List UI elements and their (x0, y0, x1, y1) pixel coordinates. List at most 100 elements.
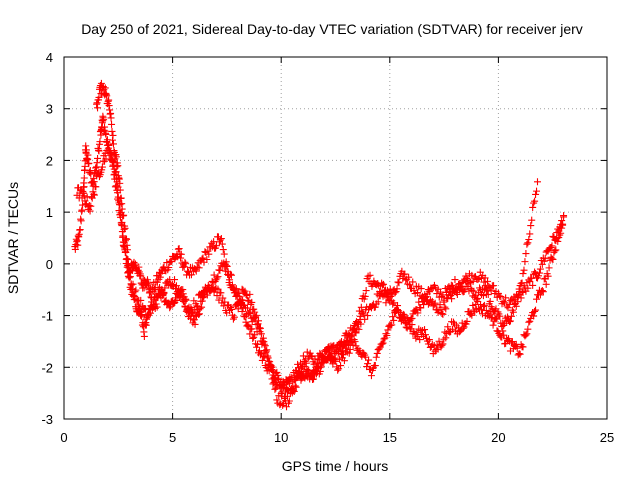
data-point (384, 326, 392, 334)
data-point (469, 301, 477, 309)
data-point (474, 298, 482, 306)
data-point (399, 274, 407, 282)
data-point (337, 362, 345, 370)
data-point (346, 346, 354, 354)
data-point (111, 175, 119, 183)
data-point (90, 178, 98, 186)
data-point (491, 314, 499, 322)
data-point (433, 290, 441, 298)
data-point (283, 403, 291, 411)
data-point (513, 293, 521, 301)
data-point (395, 279, 403, 287)
data-point (289, 386, 297, 394)
data-point (544, 272, 552, 280)
data-point (336, 355, 344, 363)
data-point (268, 375, 276, 383)
data-point (383, 331, 391, 339)
data-point (258, 356, 266, 364)
data-point (113, 186, 121, 194)
data-point (171, 276, 179, 284)
data-point (205, 250, 213, 258)
data-point (177, 254, 185, 262)
x-tick-label: 20 (491, 430, 505, 445)
data-point (394, 308, 402, 316)
data-point (418, 294, 426, 302)
data-point (118, 205, 126, 213)
data-point (234, 305, 242, 313)
data-point (112, 182, 120, 190)
y-tick-label: -3 (41, 412, 53, 427)
data-point (524, 239, 532, 247)
data-point (486, 308, 494, 316)
data-point (82, 146, 90, 154)
data-point (390, 316, 398, 324)
data-point (274, 371, 282, 379)
data-point (249, 335, 257, 343)
data-point (267, 361, 275, 369)
data-point (177, 250, 185, 258)
data-point (202, 288, 210, 296)
data-point (264, 354, 272, 362)
data-point (260, 340, 268, 348)
data-point (520, 266, 528, 274)
data-point (393, 285, 401, 293)
data-point (488, 313, 496, 321)
data-point (158, 285, 166, 293)
data-point (237, 296, 245, 304)
data-point (201, 248, 209, 256)
data-point (246, 290, 254, 298)
data-point (160, 289, 168, 297)
data-point (175, 245, 183, 253)
data-point (231, 289, 239, 297)
data-point (531, 197, 539, 205)
data-point (512, 302, 520, 310)
data-point (374, 298, 382, 306)
data-point (180, 263, 188, 271)
data-point (533, 178, 541, 186)
data-point (232, 301, 240, 309)
data-point (552, 246, 560, 254)
data-point (109, 161, 117, 169)
data-point (531, 307, 539, 315)
data-point (111, 183, 119, 191)
data-point (308, 373, 316, 381)
data-point (131, 288, 139, 296)
data-point (490, 282, 498, 290)
data-point (116, 179, 124, 187)
data-point (532, 306, 540, 314)
data-point (109, 131, 117, 139)
data-point (221, 298, 229, 306)
data-point (172, 282, 180, 290)
data-point (422, 293, 430, 301)
data-point (218, 240, 226, 248)
data-point (417, 304, 425, 312)
data-point (345, 349, 353, 357)
data-point (487, 286, 495, 294)
data-point (161, 284, 169, 292)
data-point (545, 264, 553, 272)
data-point (174, 291, 182, 299)
y-tick-label: 1 (46, 205, 53, 220)
data-point (364, 360, 372, 368)
data-point (198, 303, 206, 311)
data-point (334, 366, 342, 374)
data-point (90, 191, 98, 199)
grid (64, 57, 607, 419)
data-point (514, 292, 522, 300)
data-point (539, 288, 547, 296)
data-point (238, 307, 246, 315)
data-point (475, 305, 483, 313)
series-track-3 (73, 141, 568, 411)
data-point (219, 246, 227, 254)
data-point (74, 241, 82, 249)
data-point (273, 368, 281, 376)
data-point (220, 250, 228, 258)
data-point (253, 311, 261, 319)
data-point (165, 263, 173, 271)
data-point (410, 287, 418, 295)
data-point (248, 325, 256, 333)
data-point (489, 321, 497, 329)
data-point (217, 289, 225, 297)
data-point (554, 237, 562, 245)
